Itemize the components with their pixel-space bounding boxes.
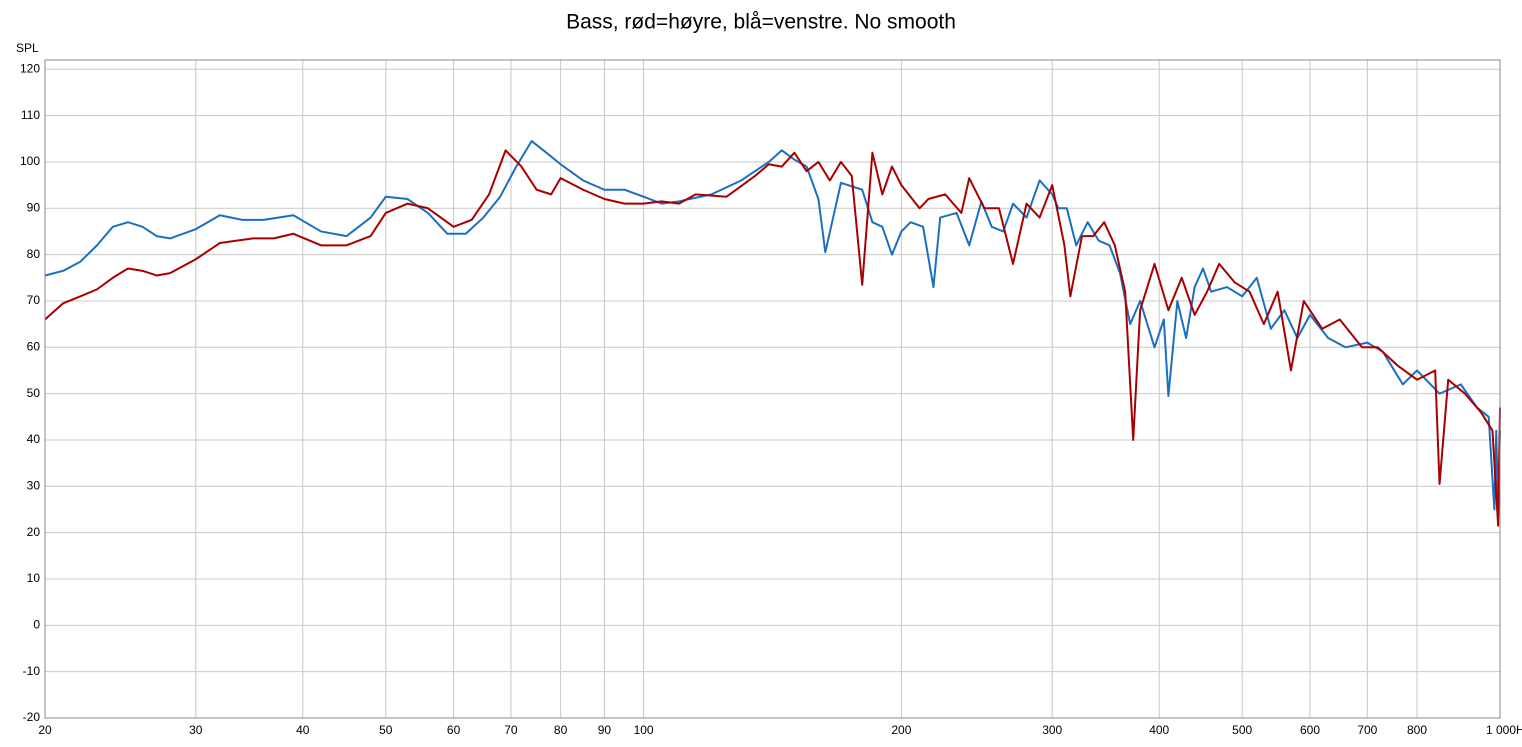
y-tick-label: 10	[27, 571, 41, 585]
y-tick-label: 120	[20, 61, 40, 75]
y-tick-label: 50	[27, 386, 41, 400]
x-tick-label: 400	[1149, 723, 1169, 737]
series-line	[44, 140, 1501, 516]
y-tick-label: 20	[27, 525, 41, 539]
y-tick-label: 90	[27, 200, 41, 214]
plot-frame	[44, 59, 1501, 719]
x-tick-label: 20	[38, 723, 52, 737]
y-tick-label: 80	[27, 247, 41, 261]
y-tick-label: 110	[21, 108, 40, 122]
x-tick-label: 70	[504, 723, 518, 737]
x-tick-label: 800	[1407, 723, 1427, 737]
chart-title: Bass, rød=høyre, blå=venstre. No smooth	[566, 11, 956, 34]
x-tick-label: 60	[447, 723, 461, 737]
x-tick-label: 40	[296, 723, 310, 737]
x-tick-label: 500	[1232, 723, 1252, 737]
x-tick-label: 90	[598, 723, 612, 737]
grid	[44, 60, 1501, 719]
x-tick-label: 600	[1300, 723, 1320, 737]
x-tick-label: 50	[379, 723, 393, 737]
x-tick-label: 30	[189, 723, 203, 737]
y-tick-label: 30	[27, 478, 41, 492]
series-line	[44, 149, 1501, 527]
y-axis-label: SPL	[16, 41, 39, 55]
y-tick-label: -10	[23, 664, 41, 678]
x-tick-label: 1 000Hz	[1486, 723, 1522, 737]
x-tick-label: 80	[554, 723, 568, 737]
y-tick-label: -20	[23, 710, 41, 724]
y-tick-label: 40	[27, 432, 41, 446]
x-tick-label: 300	[1042, 723, 1062, 737]
plot-area	[44, 140, 1501, 527]
x-tick-label: 100	[634, 723, 654, 737]
y-tick-label: 0	[33, 617, 40, 631]
x-tick-label: 700	[1357, 723, 1377, 737]
y-tick-label: 100	[20, 154, 40, 168]
x-tick-label: 200	[891, 723, 911, 737]
y-tick-label: 70	[27, 293, 41, 307]
y-tick-label: 60	[27, 339, 41, 353]
